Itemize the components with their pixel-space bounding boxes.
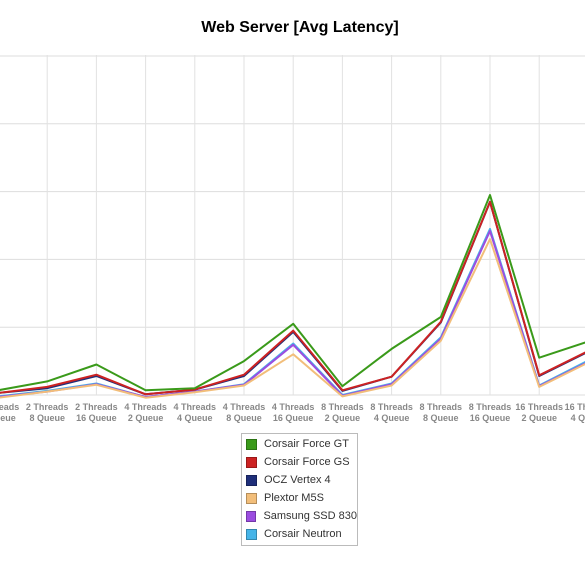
x-tick-label: 4 Threads 8 Queue bbox=[223, 402, 266, 423]
legend-item[interactable]: Samsung SSD 830 bbox=[242, 507, 357, 525]
grid bbox=[0, 55, 585, 396]
legend-label: Corsair Neutron bbox=[264, 528, 342, 540]
x-tick-label: 8 Threads 4 Queue bbox=[370, 402, 413, 423]
legend-label: Samsung SSD 830 bbox=[263, 510, 357, 522]
legend-label: Plextor M5S bbox=[264, 492, 324, 504]
chart-title: Web Server [Avg Latency] bbox=[201, 19, 399, 36]
legend-item[interactable]: Plextor M5S bbox=[242, 489, 357, 507]
series-line-samsung-ssd-830 bbox=[0, 229, 585, 398]
legend-swatch bbox=[246, 528, 257, 540]
x-tick-label: 4 Threads 16 Queue bbox=[272, 402, 315, 423]
series-line-corsair-force-gs bbox=[0, 200, 585, 396]
legend-label: Corsair Force GS bbox=[264, 456, 350, 468]
series-line-corsair-force-gt bbox=[0, 194, 585, 392]
x-tick-label: 8 Threads 2 Queue bbox=[321, 402, 364, 423]
x-tick-label: 4 Threads 2 Queue bbox=[124, 402, 167, 423]
x-tick-label: 8 Threads 16 Queue bbox=[469, 402, 512, 423]
x-tick-label: 8 Threads 8 Queue bbox=[420, 402, 463, 423]
series-line-plextor-m5s bbox=[0, 238, 585, 399]
legend-swatch bbox=[246, 510, 257, 522]
legend-item[interactable]: OCZ Vertex 4 bbox=[242, 471, 357, 489]
legend-swatch bbox=[246, 456, 257, 468]
legend: Corsair Force GT Corsair Force GS OCZ Vert… bbox=[241, 433, 358, 546]
legend-swatch bbox=[246, 474, 257, 486]
x-tick-label: 4 Threads 4 Queue bbox=[174, 402, 217, 423]
legend-label: Corsair Force GT bbox=[264, 438, 349, 450]
legend-item[interactable]: Corsair Force GT bbox=[242, 435, 357, 453]
legend-swatch bbox=[246, 438, 257, 450]
series-lines bbox=[0, 194, 585, 399]
x-tick-label: 2 Threads 16 Queue bbox=[75, 402, 118, 423]
legend-item[interactable]: Corsair Force GS bbox=[242, 453, 357, 471]
x-tick-label: 16 Threads 2 Queue bbox=[515, 402, 563, 423]
legend-swatch bbox=[246, 492, 257, 504]
legend-label: OCZ Vertex 4 bbox=[264, 474, 331, 486]
legend-item[interactable]: Corsair Neutron bbox=[242, 525, 357, 543]
x-tick-label: 2 Threads 8 Queue bbox=[26, 402, 69, 423]
